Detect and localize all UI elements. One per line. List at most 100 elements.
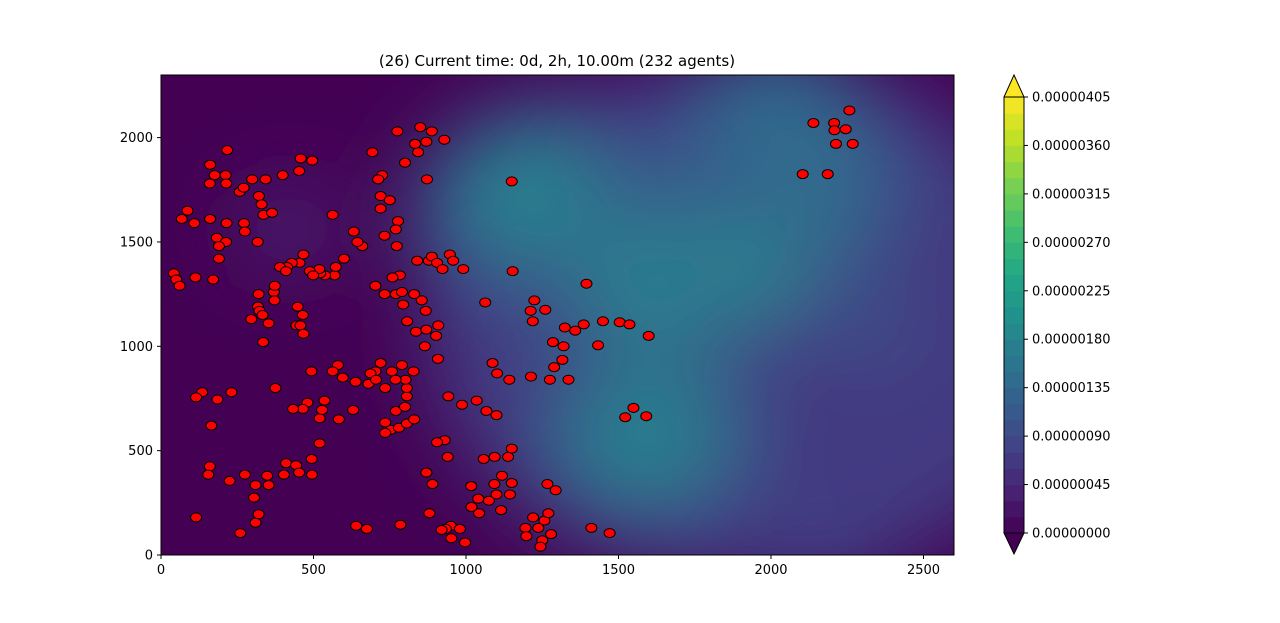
agent-marker bbox=[208, 170, 221, 181]
agent-marker bbox=[389, 374, 402, 385]
agent-marker bbox=[524, 305, 537, 316]
colorbar-band bbox=[1004, 436, 1024, 453]
agent-marker bbox=[329, 262, 342, 272]
agent-marker bbox=[399, 157, 411, 168]
agent-marker bbox=[640, 411, 653, 422]
agent-marker bbox=[472, 493, 485, 504]
agent-marker bbox=[188, 218, 201, 229]
colorbar-extend-bottom bbox=[1003, 532, 1025, 556]
agent-marker bbox=[506, 266, 519, 277]
agent-marker bbox=[181, 205, 194, 216]
agent-marker bbox=[603, 528, 616, 539]
agent-marker bbox=[261, 470, 274, 481]
agent-marker bbox=[505, 443, 518, 454]
agent-marker bbox=[431, 353, 444, 364]
agent-marker bbox=[569, 325, 582, 336]
agent-marker bbox=[480, 406, 493, 416]
chart-title: (26) Current time: 0d, 2h, 10.00m (232 a… bbox=[379, 52, 735, 70]
agent-marker bbox=[395, 360, 408, 371]
agent-marker bbox=[326, 209, 339, 220]
agent-marker bbox=[251, 236, 264, 247]
colorbar-band bbox=[1004, 452, 1024, 469]
agent-marker bbox=[394, 519, 407, 530]
agent-marker bbox=[528, 295, 541, 306]
colorbar-band bbox=[1004, 193, 1024, 211]
agent-marker bbox=[266, 207, 279, 218]
agent-marker bbox=[527, 512, 540, 523]
colorbar-band bbox=[1004, 500, 1024, 518]
agent-marker bbox=[549, 485, 562, 496]
agent-marker bbox=[223, 475, 236, 486]
agent-marker bbox=[843, 105, 856, 116]
agent-marker bbox=[430, 330, 443, 341]
agent-marker bbox=[297, 249, 310, 260]
agent-marker bbox=[407, 366, 420, 377]
agent-marker bbox=[495, 470, 508, 481]
agent-marker bbox=[173, 280, 186, 291]
colorbar-band bbox=[1004, 129, 1024, 146]
agent-marker bbox=[391, 216, 404, 227]
agent-marker bbox=[249, 480, 262, 491]
colorbar-extend-top bbox=[1003, 73, 1025, 98]
field-peak-core bbox=[483, 152, 571, 240]
agent-marker bbox=[220, 178, 233, 189]
colorbar-band bbox=[1004, 371, 1024, 389]
agent-marker bbox=[296, 310, 309, 320]
colorbar-tick-label: 0.00000405 bbox=[1032, 91, 1111, 106]
agent-marker bbox=[175, 214, 188, 224]
agent-marker bbox=[488, 451, 501, 462]
agent-marker bbox=[447, 255, 460, 266]
agent-marker bbox=[347, 404, 360, 415]
agent-marker bbox=[366, 147, 379, 158]
agent-marker bbox=[307, 270, 320, 281]
agent-marker bbox=[558, 322, 571, 333]
agent-marker bbox=[596, 316, 609, 327]
agent-marker bbox=[313, 438, 326, 449]
agent-marker bbox=[280, 266, 293, 277]
agent-marker bbox=[378, 230, 391, 241]
agent-marker bbox=[400, 383, 413, 394]
agent-marker bbox=[821, 169, 834, 180]
agent-marker bbox=[432, 320, 445, 331]
agent-marker bbox=[391, 126, 404, 137]
agent-marker bbox=[269, 383, 282, 394]
agent-marker bbox=[399, 374, 412, 385]
agent-marker bbox=[313, 413, 326, 424]
agent-marker bbox=[495, 505, 508, 516]
agent-marker bbox=[400, 391, 413, 402]
agent-marker bbox=[225, 387, 238, 398]
agent-marker bbox=[519, 522, 532, 533]
agent-marker bbox=[420, 467, 433, 478]
agent-marker bbox=[256, 310, 269, 320]
agent-marker bbox=[204, 159, 217, 170]
x-tick-label: 1000 bbox=[449, 563, 482, 578]
agent-marker bbox=[326, 366, 339, 377]
agent-marker bbox=[238, 226, 251, 237]
agent-marker bbox=[305, 366, 318, 377]
colorbar-band bbox=[1004, 226, 1024, 243]
colorbar-band bbox=[1004, 323, 1024, 340]
agent-marker bbox=[524, 371, 537, 382]
agent-marker bbox=[202, 469, 215, 480]
agent-marker bbox=[259, 174, 272, 185]
colorbar-band bbox=[1004, 339, 1024, 356]
agent-marker bbox=[414, 122, 427, 133]
field-peak-core bbox=[768, 144, 847, 223]
x-tick-label: 500 bbox=[301, 563, 326, 578]
agent-marker bbox=[336, 372, 349, 383]
agent-marker bbox=[212, 241, 225, 252]
agent-marker bbox=[374, 191, 387, 202]
agent-marker bbox=[248, 492, 261, 503]
agent-marker bbox=[383, 195, 396, 206]
colorbar-band bbox=[1004, 258, 1024, 276]
agent-marker bbox=[412, 147, 425, 158]
colorbar-tick-label: 0.00000315 bbox=[1032, 187, 1111, 202]
agent-marker bbox=[490, 489, 503, 500]
agent-marker bbox=[420, 324, 433, 335]
agent-marker bbox=[268, 295, 281, 306]
agent-marker bbox=[420, 136, 433, 147]
colorbar-band bbox=[1004, 145, 1024, 163]
agent-marker bbox=[627, 402, 640, 413]
agent-marker bbox=[234, 528, 247, 539]
